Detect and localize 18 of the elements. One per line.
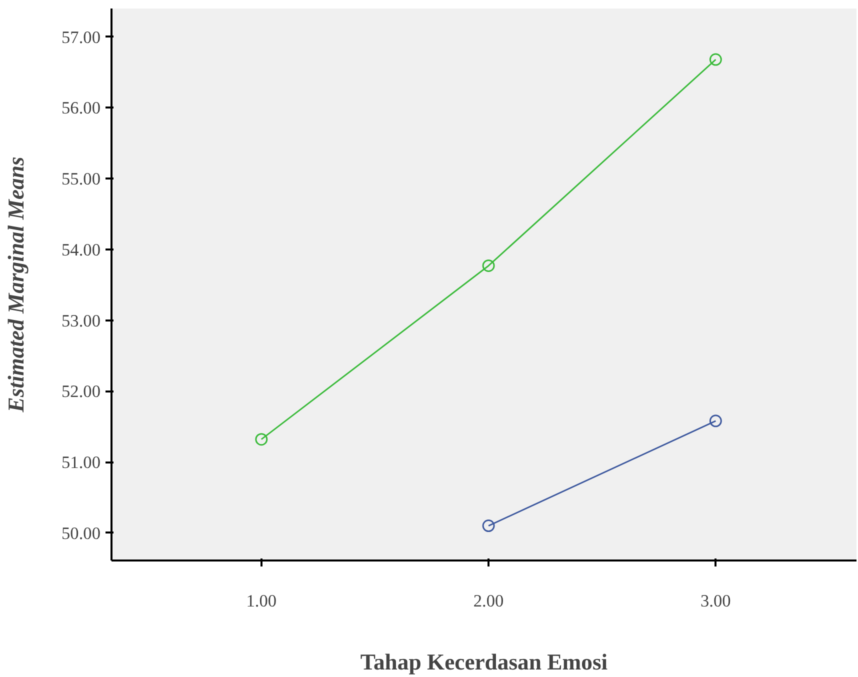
y-tick-label: 57.00: [62, 28, 101, 47]
x-tick-label: 1.00: [246, 592, 277, 610]
y-tick-label: 53.00: [62, 311, 101, 330]
point: [482, 259, 495, 272]
y-tick-label: 56.00: [62, 98, 101, 118]
point: [709, 414, 722, 428]
y-tick-label: 51.00: [62, 453, 101, 472]
y-tick-label: 50.00: [62, 524, 101, 543]
point: [482, 520, 495, 532]
y-tick-label: 52.00: [62, 382, 101, 402]
x-axis-title: Tahap Kecerdasan Emosi: [360, 650, 608, 674]
point: [255, 433, 268, 446]
x-tick-label: 2.00: [473, 592, 504, 610]
y-axis-title: Estimated Marginal Means: [4, 156, 29, 414]
point: [709, 53, 722, 66]
y-tick-label: 54.00: [62, 240, 101, 260]
y-tick-label: 55.00: [62, 170, 101, 189]
x-tick-label: 3.00: [700, 592, 731, 610]
